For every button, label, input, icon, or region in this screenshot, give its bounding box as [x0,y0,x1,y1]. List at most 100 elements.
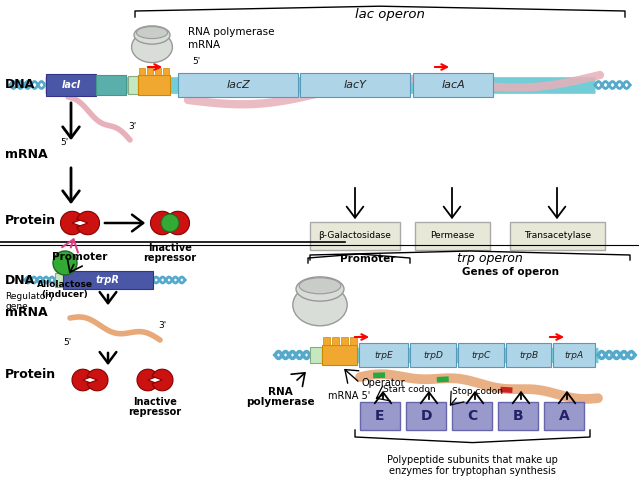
Text: trpD: trpD [423,350,443,360]
Wedge shape [87,369,108,391]
Text: 5': 5' [192,58,200,67]
Text: lacI: lacI [61,80,81,90]
Bar [300,73,410,97]
Text: trpR: trpR [96,275,120,285]
Text: 5': 5' [60,138,68,147]
Bar [332,337,339,345]
Wedge shape [167,211,190,235]
Bar [310,222,400,250]
Bar [410,343,456,367]
Text: β-Galactosidase: β-Galactosidase [319,231,392,240]
Bar [147,68,153,75]
Bar [360,402,400,430]
Text: lacY: lacY [344,80,366,90]
Text: Protein: Protein [5,214,56,227]
Text: DNA: DNA [5,274,35,287]
Text: Start codon: Start codon [383,385,436,395]
Text: Stop codon: Stop codon [452,387,503,396]
Ellipse shape [296,277,344,301]
Text: trpC: trpC [472,350,491,360]
Text: B: B [512,409,523,423]
Bar [128,76,138,94]
Bar [138,75,170,95]
Text: Transacetylase: Transacetylase [524,231,591,240]
Text: repressor: repressor [128,407,181,417]
Bar [96,75,126,95]
Wedge shape [137,369,158,391]
Text: Promoter: Promoter [341,254,396,264]
Wedge shape [152,369,173,391]
Text: repressor: repressor [143,253,197,263]
Text: 3': 3' [158,321,166,330]
Text: mRNA: mRNA [188,40,220,50]
Text: Regulatory: Regulatory [5,292,54,301]
Bar [350,337,357,345]
Text: polymerase: polymerase [245,397,314,407]
Bar [553,343,595,367]
Bar [506,343,551,367]
Text: mRNA: mRNA [5,307,48,320]
Text: RNA polymerase: RNA polymerase [188,27,275,37]
Text: Permease: Permease [430,231,475,240]
Bar [510,222,605,250]
Bar [46,74,96,96]
Bar [341,337,348,345]
Text: trp operon: trp operon [457,252,523,265]
Text: lacA: lacA [441,80,465,90]
Text: lacZ: lacZ [226,80,250,90]
Bar [322,345,357,365]
Text: Allolactose: Allolactose [37,280,93,289]
Bar [458,343,504,367]
Wedge shape [72,369,93,391]
Text: Operator: Operator [362,378,406,388]
Text: Inactive: Inactive [148,243,192,253]
Text: Promoter: Promoter [52,252,108,262]
Text: D: D [420,409,432,423]
Ellipse shape [299,278,341,294]
Bar [139,68,145,75]
Ellipse shape [293,284,347,326]
Text: Polypeptide subunits that make up: Polypeptide subunits that make up [387,455,557,465]
Bar [544,402,584,430]
Text: A: A [558,409,569,423]
Wedge shape [61,211,83,235]
Text: gene: gene [5,302,27,311]
Bar [310,347,322,363]
Text: DNA: DNA [5,79,35,92]
Bar [63,271,153,289]
Bar [452,402,492,430]
Ellipse shape [132,31,173,62]
Text: enzymes for tryptophan synthesis: enzymes for tryptophan synthesis [389,466,555,476]
Circle shape [161,214,179,232]
Ellipse shape [134,26,170,44]
Text: trpE: trpE [374,350,393,360]
Text: Genes of operon: Genes of operon [461,267,558,277]
Wedge shape [77,211,100,235]
Bar [323,337,330,345]
Text: C: C [467,409,477,423]
Bar [413,73,493,97]
Bar [55,273,63,287]
Bar [415,222,490,250]
Text: trpB: trpB [519,350,538,360]
Text: 3': 3' [128,122,136,131]
Text: mRNA 5': mRNA 5' [328,391,370,401]
Bar [163,68,169,75]
Bar [406,402,446,430]
Text: lac operon: lac operon [355,8,425,21]
Bar [178,73,298,97]
Text: (inducer): (inducer) [42,290,88,299]
Text: trpA: trpA [564,350,583,360]
Text: RNA: RNA [268,387,293,397]
Wedge shape [151,211,173,235]
Bar [359,343,408,367]
Ellipse shape [136,26,167,38]
Text: E: E [375,409,385,423]
Bar [498,402,538,430]
Bar [155,68,161,75]
Circle shape [53,251,77,275]
Text: 5': 5' [63,338,72,347]
Text: mRNA: mRNA [5,148,48,161]
Text: Protein: Protein [5,368,56,381]
Text: Inactive: Inactive [133,397,177,407]
